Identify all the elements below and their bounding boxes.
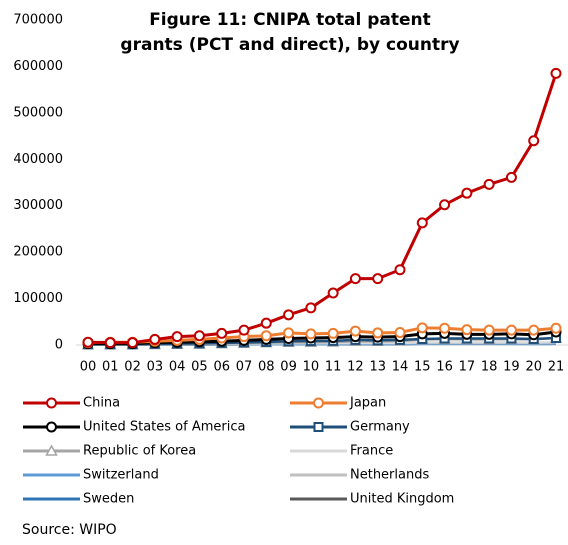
data-point	[416, 322, 428, 334]
data-point	[528, 324, 540, 336]
series-line	[87, 326, 557, 345]
x-tick-label: 21	[548, 360, 565, 375]
x-tick-label: 01	[102, 360, 119, 375]
data-point	[394, 326, 406, 338]
legend-label: United States of America	[83, 420, 245, 435]
y-tick-label: 500000	[13, 105, 63, 120]
data-point	[461, 187, 473, 199]
data-point	[216, 327, 228, 339]
data-point	[238, 324, 250, 336]
data-point	[483, 324, 495, 336]
legend-marker	[313, 422, 324, 432]
x-tick-label: 17	[459, 360, 476, 375]
legend-label: Netherlands	[350, 468, 429, 483]
data-point	[372, 273, 384, 285]
legend-label: France	[350, 444, 393, 459]
data-point	[104, 337, 116, 349]
x-tick-label: 20	[525, 360, 542, 375]
data-point	[305, 302, 317, 314]
y-tick-label: 0	[55, 338, 63, 353]
series-line	[87, 72, 558, 345]
x-tick-label: 08	[258, 360, 275, 375]
y-tick-label: 700000	[13, 13, 63, 28]
x-tick-label: 16	[436, 360, 453, 375]
data-point	[394, 264, 406, 276]
data-point	[349, 273, 361, 285]
y-tick-label: 100000	[13, 291, 63, 306]
x-tick-label: 09	[280, 360, 297, 375]
data-point	[349, 325, 361, 337]
x-tick-label: 04	[169, 360, 186, 375]
data-point	[260, 330, 272, 342]
x-tick-label: 13	[369, 360, 386, 375]
legend-label: Sweden	[83, 492, 134, 507]
data-point	[505, 324, 517, 336]
data-point	[283, 327, 295, 339]
data-point	[372, 327, 384, 339]
y-tick-label: 400000	[13, 152, 63, 167]
x-tick-label: 12	[347, 360, 364, 375]
legend-marker	[313, 397, 324, 409]
data-point	[505, 171, 517, 183]
data-point	[461, 324, 473, 336]
data-point	[483, 178, 495, 190]
source-note: Source: WIPO	[22, 522, 117, 538]
legend-label: China	[83, 396, 120, 411]
data-point	[260, 317, 272, 329]
x-tick-label: 02	[124, 360, 141, 375]
x-tick-label: 10	[303, 360, 320, 375]
y-tick-label: 300000	[13, 198, 63, 213]
legend-marker	[45, 444, 58, 456]
data-point	[327, 327, 339, 339]
legend-marker	[46, 421, 57, 433]
y-tick-label: 200000	[13, 245, 63, 260]
x-tick-label: 00	[80, 360, 97, 375]
chart-title: Figure 11: CNIPA total patent grants (PC…	[120, 10, 460, 55]
x-tick-label: 06	[213, 360, 230, 375]
x-tick-label: 11	[325, 360, 342, 375]
y-tick-label: 600000	[13, 59, 63, 74]
x-tick-label: 14	[392, 360, 409, 375]
data-point	[305, 328, 317, 340]
x-tick-label: 03	[147, 360, 164, 375]
data-point	[439, 322, 451, 334]
data-point	[327, 287, 339, 299]
series-line	[88, 330, 557, 346]
x-tick-label: 07	[236, 360, 253, 375]
data-point	[550, 322, 562, 334]
x-tick-label: 05	[191, 360, 208, 375]
legend-label: United Kingdom	[350, 492, 454, 507]
data-point	[171, 331, 183, 343]
data-point	[528, 135, 540, 147]
data-point	[550, 67, 562, 79]
data-point	[127, 337, 139, 349]
legend-label: Germany	[350, 420, 410, 435]
data-point	[193, 330, 205, 342]
x-tick-label: 15	[414, 360, 431, 375]
x-tick-label: 18	[481, 360, 498, 375]
data-point	[416, 217, 428, 229]
legend-marker	[46, 397, 57, 409]
data-point	[439, 199, 451, 211]
x-tick-label: 19	[503, 360, 520, 375]
legend-label: Switzerland	[83, 468, 159, 483]
data-point	[149, 333, 161, 345]
legend-label: Republic of Korea	[83, 444, 196, 459]
data-point	[82, 336, 94, 348]
data-point	[283, 309, 295, 321]
legend-label: Japan	[349, 396, 386, 411]
